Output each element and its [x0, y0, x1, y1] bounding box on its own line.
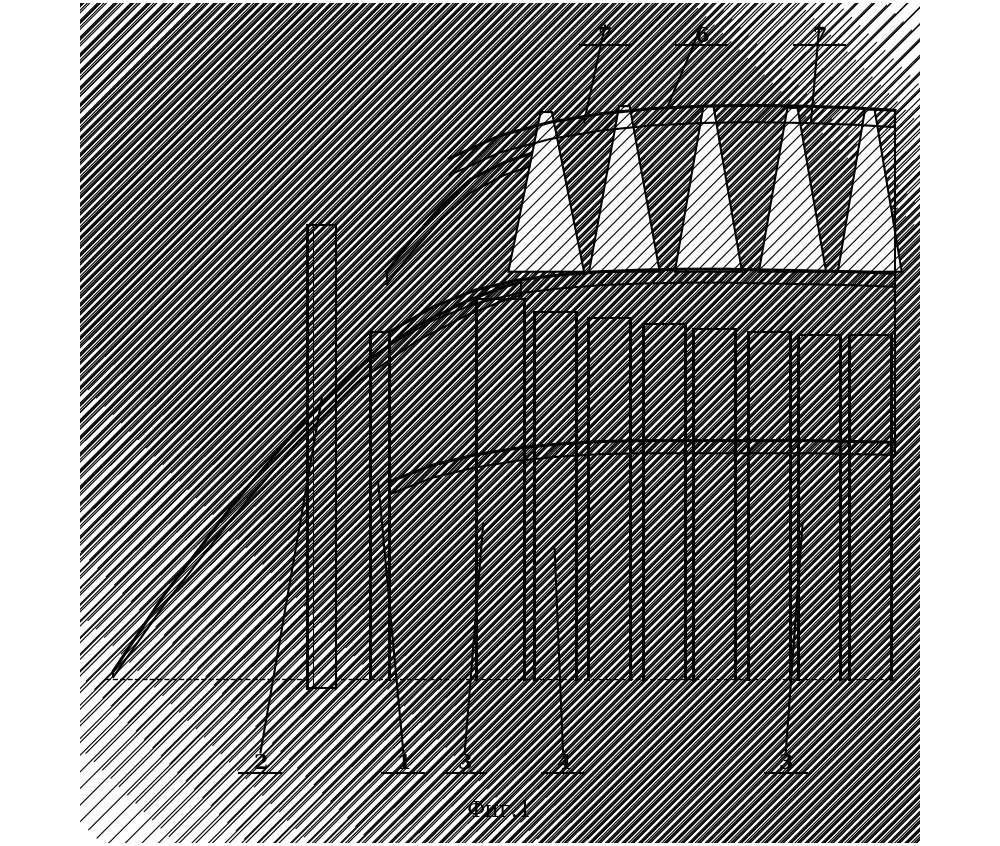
- Polygon shape: [759, 107, 826, 272]
- Bar: [476, 299, 524, 679]
- Polygon shape: [508, 112, 584, 272]
- Polygon shape: [589, 106, 660, 272]
- Bar: [798, 335, 840, 679]
- Bar: [476, 299, 524, 679]
- Bar: [798, 335, 840, 679]
- Bar: [748, 332, 790, 679]
- Bar: [693, 329, 735, 679]
- Bar: [370, 332, 389, 679]
- Polygon shape: [113, 282, 521, 677]
- Bar: [748, 332, 790, 679]
- Polygon shape: [838, 109, 902, 272]
- Text: 1: 1: [396, 754, 411, 773]
- Bar: [643, 324, 685, 679]
- Polygon shape: [389, 441, 895, 494]
- Bar: [643, 324, 685, 679]
- Text: Фиг.1: Фиг.1: [467, 800, 533, 822]
- Bar: [588, 318, 630, 679]
- Text: 2: 2: [253, 754, 268, 773]
- Text: 4: 4: [556, 754, 570, 773]
- Bar: [693, 329, 735, 679]
- Bar: [588, 318, 630, 679]
- Text: 3: 3: [457, 754, 472, 773]
- Polygon shape: [450, 105, 895, 175]
- Text: 7: 7: [812, 26, 827, 47]
- Text: 6: 6: [694, 26, 709, 47]
- Bar: [307, 226, 336, 688]
- Polygon shape: [389, 269, 895, 345]
- Text: 3: 3: [779, 754, 793, 773]
- Bar: [370, 332, 389, 679]
- Polygon shape: [387, 154, 529, 284]
- Polygon shape: [389, 269, 895, 345]
- Text: 7: 7: [598, 26, 612, 47]
- Polygon shape: [675, 106, 742, 272]
- Bar: [534, 312, 576, 679]
- Bar: [534, 312, 576, 679]
- Bar: [849, 335, 891, 679]
- Polygon shape: [113, 282, 521, 677]
- Bar: [849, 335, 891, 679]
